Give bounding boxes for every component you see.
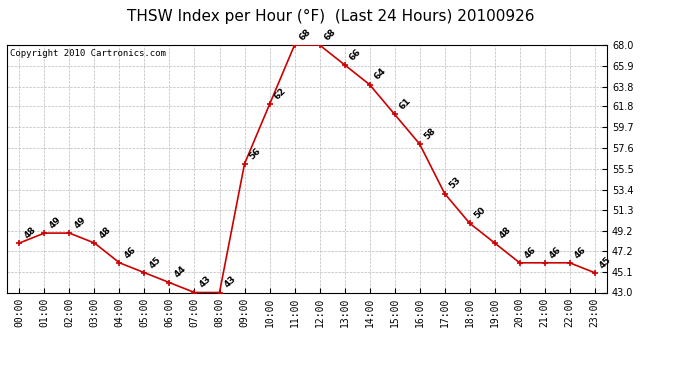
Text: 50: 50 <box>473 205 488 220</box>
Text: 68: 68 <box>297 27 313 42</box>
Text: 61: 61 <box>397 96 413 111</box>
Text: 68: 68 <box>322 27 337 42</box>
Text: 46: 46 <box>547 245 563 260</box>
Text: 43: 43 <box>222 274 237 290</box>
Text: 48: 48 <box>497 225 513 240</box>
Text: 53: 53 <box>447 176 462 191</box>
Text: 43: 43 <box>197 274 213 290</box>
Text: 56: 56 <box>247 146 262 161</box>
Text: 48: 48 <box>22 225 37 240</box>
Text: 48: 48 <box>97 225 112 240</box>
Text: 49: 49 <box>72 215 88 230</box>
Text: 44: 44 <box>172 264 188 280</box>
Text: 45: 45 <box>598 255 613 270</box>
Text: 58: 58 <box>422 126 437 141</box>
Text: 49: 49 <box>47 215 63 230</box>
Text: 46: 46 <box>122 245 137 260</box>
Text: 66: 66 <box>347 47 362 62</box>
Text: THSW Index per Hour (°F)  (Last 24 Hours) 20100926: THSW Index per Hour (°F) (Last 24 Hours)… <box>128 9 535 24</box>
Text: 46: 46 <box>522 245 538 260</box>
Text: 46: 46 <box>573 245 588 260</box>
Text: 62: 62 <box>273 86 288 102</box>
Text: 64: 64 <box>373 66 388 82</box>
Text: 45: 45 <box>147 255 163 270</box>
Text: Copyright 2010 Cartronics.com: Copyright 2010 Cartronics.com <box>10 49 166 58</box>
